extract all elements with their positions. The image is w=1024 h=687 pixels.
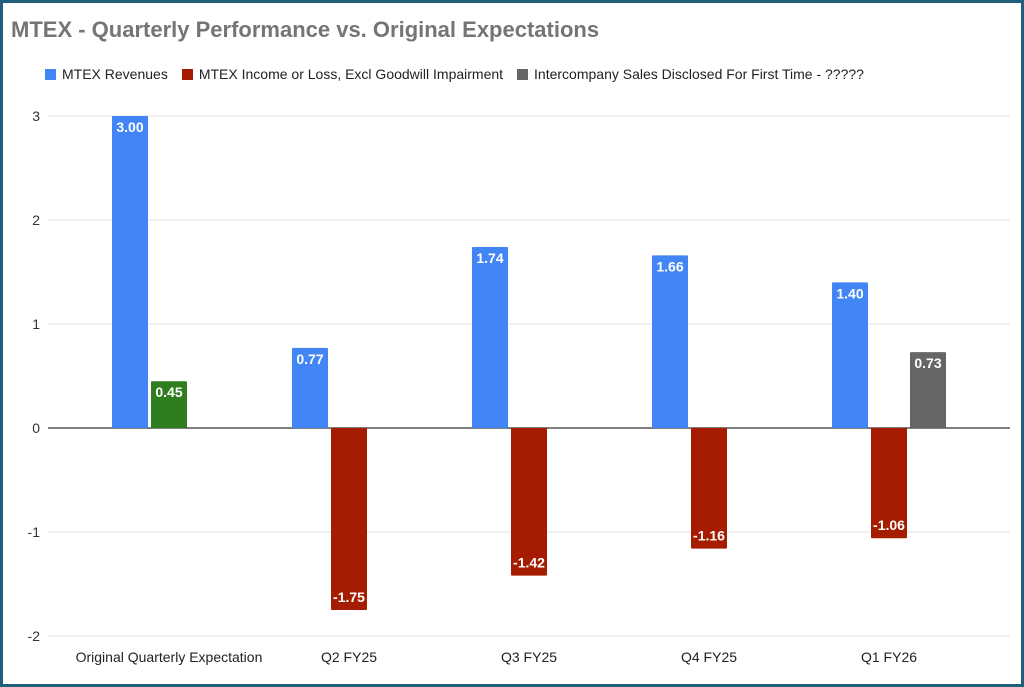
data-label: -1.75 <box>333 589 365 605</box>
bar <box>691 428 727 549</box>
legend-item-revenues: MTEX Revenues <box>45 66 168 82</box>
bar <box>472 247 508 428</box>
bar <box>151 381 187 428</box>
legend-swatch <box>517 68 529 80</box>
chart-title: MTEX - Quarterly Performance vs. Origina… <box>11 17 600 42</box>
bar <box>511 428 547 576</box>
bar <box>910 352 946 428</box>
data-label: -1.06 <box>873 517 905 533</box>
data-label: -1.16 <box>693 528 725 544</box>
data-label: 1.40 <box>836 285 863 301</box>
legend-swatch <box>181 68 193 80</box>
legend: MTEX Revenues MTEX Income or Loss, Excl … <box>45 66 864 82</box>
x-tick-label: Q2 FY25 <box>321 649 377 665</box>
legend-item-income: MTEX Income or Loss, Excl Goodwill Impai… <box>181 66 503 82</box>
x-tick-label: Original Quarterly Expectation <box>76 649 263 665</box>
bar <box>832 282 868 428</box>
bar <box>331 428 367 610</box>
data-label: 1.66 <box>656 258 683 274</box>
x-tick-label: Q4 FY25 <box>681 649 737 665</box>
bar <box>112 116 148 428</box>
bar <box>871 428 907 539</box>
x-tick-label: Q3 FY25 <box>501 649 557 665</box>
y-tick-label: 2 <box>32 212 40 228</box>
y-tick-label: -1 <box>28 524 41 540</box>
legend-item-intercompany: Intercompany Sales Disclosed For First T… <box>517 66 864 82</box>
data-label: 1.74 <box>476 250 503 266</box>
data-label: -1.42 <box>513 555 545 571</box>
bar <box>652 255 688 428</box>
y-tick-label: 1 <box>32 316 40 332</box>
y-tick-label: -2 <box>28 628 41 644</box>
data-label: 0.77 <box>296 351 323 367</box>
data-label: 0.45 <box>155 384 182 400</box>
bar <box>292 347 328 428</box>
data-label: 3.00 <box>116 119 143 135</box>
x-tick-label: Q1 FY26 <box>861 649 917 665</box>
legend-swatch <box>45 68 56 80</box>
y-tick-label: 0 <box>32 420 40 436</box>
y-tick-label: 3 <box>32 108 40 124</box>
data-label: 0.73 <box>914 355 941 371</box>
